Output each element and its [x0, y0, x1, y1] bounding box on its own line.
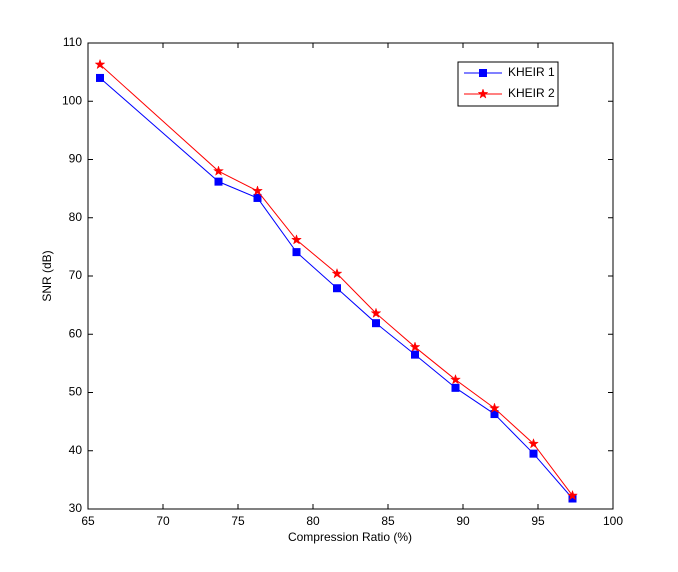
marker	[213, 165, 224, 176]
x-tick-label: 100	[603, 514, 623, 528]
x-tick-label: 70	[156, 514, 170, 528]
y-tick-label: 100	[62, 93, 82, 107]
x-tick-label: 85	[381, 514, 395, 528]
y-tick-label: 40	[69, 443, 83, 457]
y-tick-label: 60	[69, 326, 83, 340]
marker	[567, 489, 578, 501]
x-tick-label: 80	[306, 514, 320, 528]
y-tick-label: 30	[69, 501, 83, 515]
marker	[252, 185, 263, 196]
marker	[409, 341, 421, 352]
x-tick-label: 65	[81, 514, 95, 528]
y-tick-label: 90	[69, 152, 83, 166]
marker	[490, 410, 499, 419]
marker	[253, 193, 262, 202]
x-axis-label: Compression Ratio (%)	[288, 530, 412, 544]
marker	[477, 88, 489, 99]
plot-box	[87, 42, 614, 510]
marker	[372, 319, 380, 328]
x-tick-label: 95	[531, 514, 545, 528]
marker	[94, 58, 106, 70]
y-tick-label: 70	[69, 268, 83, 282]
marker	[292, 248, 301, 257]
x-tick-label: 90	[456, 514, 470, 528]
y-tick-label: 50	[69, 385, 83, 399]
marker	[489, 402, 500, 413]
marker	[529, 449, 538, 458]
marker	[333, 284, 341, 293]
marker	[451, 383, 460, 392]
legend-label: KHEIR 1	[508, 65, 555, 79]
legend-box	[457, 61, 559, 107]
marker	[214, 177, 223, 186]
marker	[450, 373, 461, 385]
marker	[291, 234, 302, 245]
y-tick-label: 80	[69, 210, 83, 224]
marker	[370, 307, 382, 318]
legend-label: KHEIR 2	[508, 86, 555, 100]
marker	[331, 267, 343, 279]
marker	[96, 73, 104, 82]
y-tick-label: 110	[63, 35, 82, 49]
y-axis-label: SNR (dB)	[40, 250, 54, 301]
marker	[568, 494, 577, 503]
marker	[479, 69, 487, 77]
marker	[411, 350, 419, 359]
marker	[528, 438, 539, 449]
x-tick-label: 75	[231, 514, 245, 528]
